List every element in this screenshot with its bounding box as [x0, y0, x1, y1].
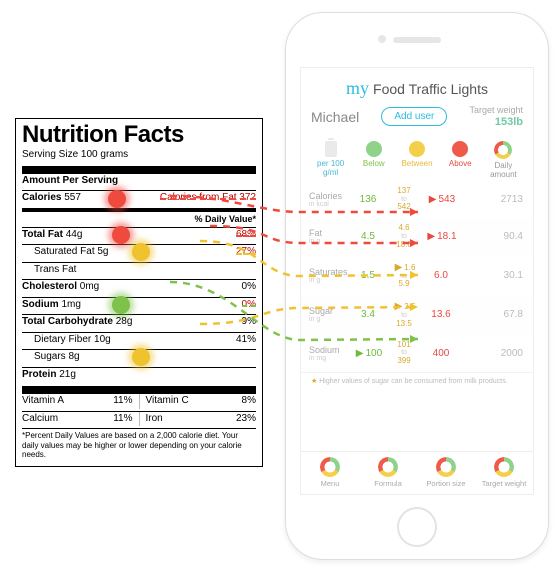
red-circle-icon: [452, 141, 468, 157]
nf-dv-heading: % Daily Value*: [22, 212, 256, 225]
nf-footnote: *Percent Daily Values are based on a 2,0…: [22, 431, 256, 460]
tab-menu[interactable]: Menu: [301, 452, 359, 494]
nf-row-total_fat: Total Fat 44g68%: [22, 228, 256, 243]
traffic-light-icon: [320, 457, 340, 477]
yellow-dot-icon: [132, 348, 150, 366]
nutrient-row-saturates[interactable]: Saturatesin g1.5▶1.6to5.96.030.1: [301, 256, 533, 295]
yellow-dot-icon: [132, 243, 150, 261]
tab-target-weight[interactable]: Target weight: [475, 452, 533, 494]
nf-vitamin-row: Calcium11%Iron23%: [22, 412, 256, 427]
traffic-light-icon: [378, 457, 398, 477]
traffic-light-icon: [436, 457, 456, 477]
nf-row-trans_fat: Trans Fat: [22, 263, 256, 278]
app-title: myFood Traffic Lights: [301, 68, 533, 105]
nutrient-row-calories[interactable]: Caloriesin kcal136137to542▶5432713: [301, 181, 533, 218]
nutrient-row-fat[interactable]: Fatin g4.54.6to18.0▶18.190.4: [301, 218, 533, 255]
nf-vitamin-row: Vitamin A11%Vitamin C8%: [22, 394, 256, 409]
target-weight: Target weight 153lb: [469, 105, 523, 129]
nf-amount-heading: Amount Per Serving: [22, 175, 118, 188]
green-dot-icon: [112, 296, 130, 314]
nutrition-facts-panel: Nutrition Facts Serving Size 100 grams A…: [15, 118, 263, 467]
hint-text: Higher values of sugar can be consumed f…: [301, 372, 533, 389]
nf-row-fiber: Dietary Fiber 10g41%: [22, 333, 256, 348]
nf-row-carb: Total Carbohydrate 28g9%: [22, 315, 256, 330]
phone-frame: myFood Traffic Lights Michael Add user T…: [285, 12, 549, 560]
nutrient-row-sugar[interactable]: Sugarin g3.4▶3.5to13.513.667.8: [301, 295, 533, 334]
app-screen: myFood Traffic Lights Michael Add user T…: [300, 67, 534, 495]
nf-row-sodium: Sodium 1mg0%: [22, 298, 256, 313]
nutrient-row-sodium[interactable]: Sodiumin mg▶100101to3994002000: [301, 335, 533, 372]
phone-home-button[interactable]: [397, 507, 437, 547]
red-dot-icon: [112, 226, 130, 244]
green-circle-icon: [366, 141, 382, 157]
nf-row-protein: Protein 21g: [22, 368, 256, 383]
nf-calories-row: Calories 557 Calories from Fat 372: [22, 191, 256, 206]
nf-row-sugars: Sugars 8g: [22, 350, 256, 365]
can-icon: [325, 141, 337, 157]
add-user-button[interactable]: Add user: [381, 107, 447, 126]
phone-camera-icon: [378, 35, 386, 43]
tab-bar: MenuFormulaPortion sizeTarget weight: [301, 451, 533, 494]
phone-speaker-icon: [393, 37, 441, 43]
user-name: Michael: [311, 109, 359, 125]
nf-serving: Serving Size 100 grams: [22, 149, 256, 162]
nf-row-sat_fat: Saturated Fat 5g27%: [22, 245, 256, 260]
yellow-circle-icon: [409, 141, 425, 157]
traffic-light-icon: [494, 457, 514, 477]
nf-title: Nutrition Facts: [22, 123, 256, 147]
red-dot-icon: [108, 190, 126, 208]
tab-formula[interactable]: Formula: [359, 452, 417, 494]
pie-icon: [494, 141, 512, 159]
tab-portion-size[interactable]: Portion size: [417, 452, 475, 494]
nf-row-cholesterol: Cholesterol 0mg0%: [22, 280, 256, 295]
nf-cal-from-fat: Calories from Fat 372: [160, 192, 256, 205]
legend-row: per 100 g/ml Below Between Above Daily a…: [301, 137, 533, 181]
